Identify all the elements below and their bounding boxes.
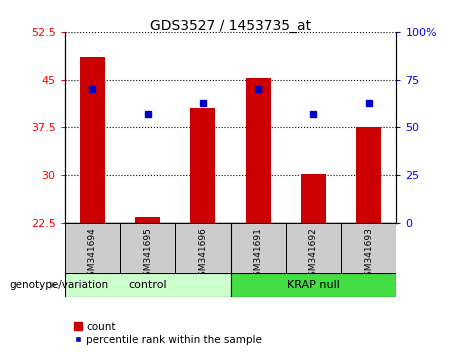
Bar: [356, 127, 381, 223]
Text: KRAP null: KRAP null: [287, 280, 340, 290]
Text: control: control: [128, 280, 167, 290]
Bar: [190, 108, 215, 223]
Bar: [230, 223, 286, 273]
Bar: [175, 223, 230, 273]
Text: GSM341694: GSM341694: [88, 227, 97, 282]
Text: GSM341695: GSM341695: [143, 227, 152, 282]
Bar: [65, 273, 230, 297]
Bar: [246, 78, 271, 223]
Bar: [65, 223, 120, 273]
Text: GSM341692: GSM341692: [309, 227, 318, 282]
Text: genotype/variation: genotype/variation: [9, 280, 108, 290]
Text: GSM341696: GSM341696: [198, 227, 207, 282]
Text: GDS3527 / 1453735_at: GDS3527 / 1453735_at: [150, 19, 311, 34]
Bar: [230, 273, 396, 297]
Bar: [80, 57, 105, 223]
Bar: [301, 174, 326, 223]
Bar: [286, 223, 341, 273]
Legend: count, percentile rank within the sample: count, percentile rank within the sample: [70, 317, 266, 349]
Text: GSM341691: GSM341691: [254, 227, 263, 282]
Text: GSM341693: GSM341693: [364, 227, 373, 282]
Bar: [341, 223, 396, 273]
Bar: [135, 217, 160, 223]
Bar: [120, 223, 175, 273]
